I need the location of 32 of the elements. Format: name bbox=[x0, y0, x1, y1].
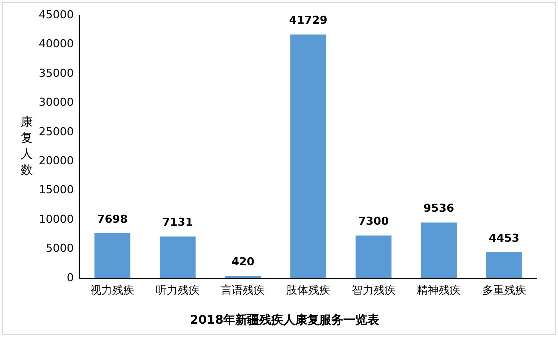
bar bbox=[421, 222, 458, 278]
data-label: 7300 bbox=[358, 215, 390, 228]
y-tick-label: 35000 bbox=[38, 66, 74, 80]
text: 2018年新疆残疾人康复服务一览表 bbox=[190, 312, 381, 327]
y-tick-label: 45000 bbox=[38, 8, 74, 22]
x-tick-label: 智力残疾 bbox=[352, 284, 396, 297]
data-label: 41729 bbox=[289, 14, 328, 28]
bar bbox=[290, 34, 326, 278]
data-label: 420 bbox=[232, 255, 256, 268]
x-tick-label: 多重残疾 bbox=[482, 284, 526, 297]
data-label: 9536 bbox=[424, 202, 455, 216]
x-tick-label: 听力残疾 bbox=[156, 284, 200, 297]
y-tick-label: 10000 bbox=[38, 212, 74, 226]
y-tick-label: 30000 bbox=[38, 96, 74, 110]
data-label: 7698 bbox=[97, 212, 128, 226]
y-tick-label: 5000 bbox=[46, 242, 74, 256]
data-label: 7131 bbox=[162, 216, 194, 230]
bar bbox=[94, 233, 131, 278]
data-label: 4453 bbox=[489, 232, 520, 245]
x-tick-label: 言语残疾 bbox=[221, 284, 266, 297]
y-tick-label: 0 bbox=[66, 271, 74, 284]
y-tick-label: 15000 bbox=[38, 184, 74, 197]
y-tick-label: 20000 bbox=[38, 154, 74, 168]
x-tick-label: 精神残疾 bbox=[417, 284, 462, 297]
y-tick-label: 25000 bbox=[38, 125, 74, 138]
bar bbox=[486, 252, 522, 278]
x-tick-label: 肢体残疾 bbox=[286, 284, 330, 297]
y-axis-title: 康复人数 bbox=[21, 115, 33, 178]
y-tick-label: 40000 bbox=[38, 38, 74, 51]
x-tick-label: 视力残疾 bbox=[90, 284, 135, 297]
bar bbox=[160, 236, 196, 278]
bar bbox=[356, 236, 392, 278]
